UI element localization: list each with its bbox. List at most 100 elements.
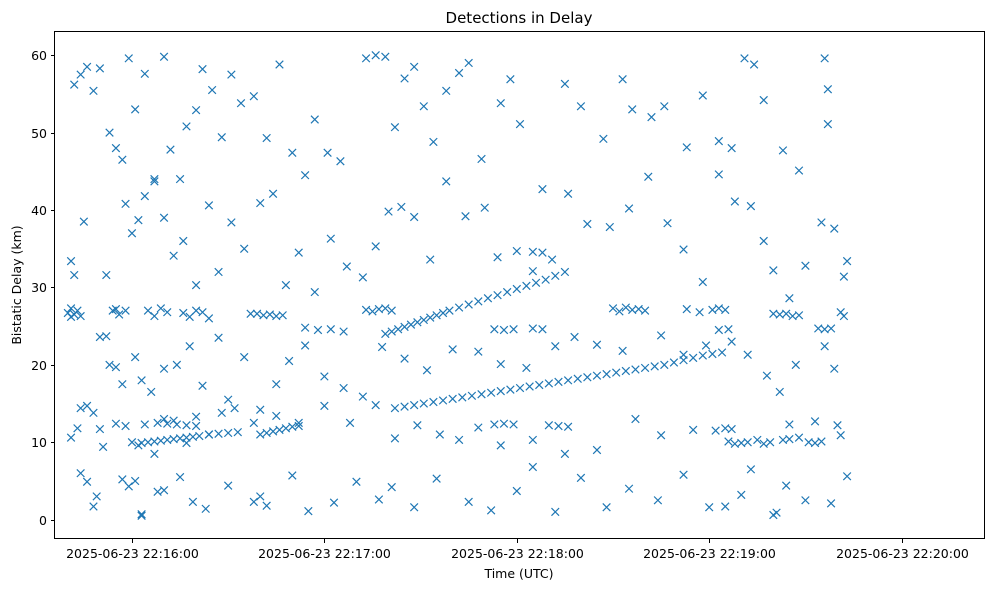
data-point: [163, 307, 172, 317]
data-point: [390, 434, 400, 443]
data-point: [432, 474, 441, 483]
data-point: [467, 391, 477, 401]
data-point: [159, 213, 169, 222]
data-point: [140, 69, 150, 79]
data-point: [368, 307, 377, 316]
data-point: [300, 170, 310, 180]
data-point: [82, 401, 92, 411]
data-point: [92, 492, 101, 501]
y-axis: 0 10 20 30 40 50 60: [31, 48, 55, 528]
data-point: [624, 484, 634, 493]
data-point: [140, 191, 150, 201]
data-point: [239, 244, 249, 253]
data-point: [130, 105, 140, 114]
data-point: [477, 390, 486, 399]
data-point: [801, 261, 810, 270]
data-point: [397, 202, 406, 212]
data-point: [425, 313, 435, 322]
data-point: [159, 414, 169, 424]
data-point: [339, 327, 348, 336]
data-point: [217, 133, 226, 142]
data-point: [448, 345, 457, 354]
data-point: [66, 433, 76, 442]
data-point: [204, 314, 214, 323]
data-point: [525, 382, 534, 391]
data-point: [294, 248, 303, 257]
data-point: [753, 435, 762, 445]
data-point: [146, 387, 156, 397]
data-point: [714, 325, 724, 335]
data-point: [746, 465, 756, 474]
data-point: [419, 102, 429, 111]
data-point: [583, 219, 592, 229]
data-point: [660, 102, 669, 111]
data-point: [387, 482, 396, 492]
data-point: [454, 435, 464, 445]
data-point: [124, 54, 133, 63]
data-point: [249, 497, 259, 507]
data-point: [268, 189, 278, 199]
data-point: [191, 280, 201, 290]
data-point: [105, 128, 114, 137]
data-point: [175, 472, 185, 482]
data-point: [182, 122, 191, 131]
data-point: [679, 245, 688, 254]
data-point: [785, 420, 794, 429]
data-point: [323, 148, 332, 157]
data-point: [425, 255, 435, 264]
y-tick-label: 20: [31, 358, 47, 373]
data-point: [464, 300, 473, 309]
data-point: [70, 270, 79, 280]
data-point: [204, 201, 214, 210]
data-point: [150, 311, 159, 321]
data-point: [656, 331, 666, 340]
data-point: [179, 308, 188, 318]
data-point: [268, 427, 278, 436]
data-point: [762, 371, 772, 380]
data-point: [400, 402, 409, 411]
x-axis: 2025-06-23 22:16:00 2025-06-23 22:17:00 20…: [66, 539, 969, 561]
data-point: [179, 236, 188, 246]
data-point: [442, 177, 451, 186]
data-point: [544, 420, 554, 430]
data-point: [724, 437, 733, 446]
data-point: [76, 403, 85, 413]
data-point: [830, 224, 839, 233]
y-axis-label: Bistatic Delay (km): [9, 225, 24, 344]
data-point: [496, 359, 505, 369]
data-point: [794, 166, 804, 175]
data-point: [679, 355, 688, 365]
chart-title: Detections in Delay: [446, 9, 593, 27]
data-point: [743, 438, 752, 447]
data-point: [794, 433, 804, 442]
data-point: [262, 133, 271, 143]
data-point: [114, 310, 124, 319]
data-point: [554, 377, 563, 387]
data-point: [76, 468, 85, 478]
data-point: [198, 64, 207, 74]
data-point: [708, 305, 717, 315]
data-point: [570, 332, 579, 342]
data-point: [288, 471, 297, 480]
data-point: [778, 146, 788, 155]
data-point: [352, 477, 361, 486]
data-point: [217, 408, 226, 418]
data-point: [313, 325, 323, 335]
data-point: [409, 400, 419, 410]
data-point: [810, 438, 820, 448]
data-point: [650, 362, 659, 371]
data-point: [381, 52, 390, 61]
data-point: [749, 60, 759, 69]
data-point: [464, 58, 473, 68]
data-point: [496, 441, 505, 450]
data-point: [528, 324, 538, 333]
data-point: [150, 449, 159, 459]
data-point: [419, 399, 429, 408]
data-point: [826, 499, 836, 508]
data-point: [409, 503, 419, 512]
data-point: [111, 362, 121, 372]
data-point: [621, 303, 631, 312]
data-point: [611, 368, 621, 377]
data-point: [358, 392, 368, 401]
data-point: [708, 349, 717, 359]
